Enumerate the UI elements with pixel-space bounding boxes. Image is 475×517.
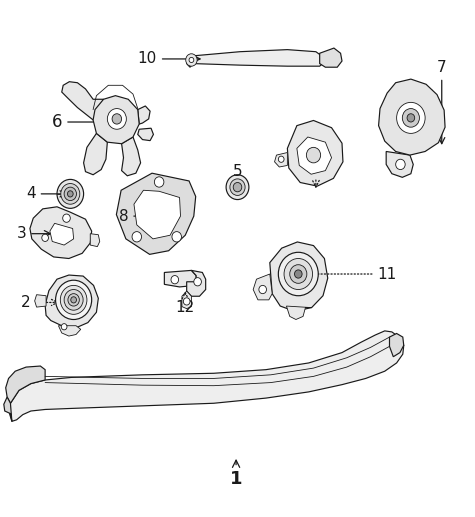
Polygon shape [62,82,104,120]
Circle shape [397,102,425,133]
Circle shape [171,276,179,284]
Text: 7: 7 [437,59,446,144]
Polygon shape [45,275,98,328]
Polygon shape [50,223,74,245]
Circle shape [284,258,313,290]
Circle shape [226,175,249,200]
Circle shape [67,191,73,197]
Text: 5: 5 [233,164,242,193]
Polygon shape [134,190,180,239]
Polygon shape [187,56,193,67]
Polygon shape [286,306,312,320]
Circle shape [61,184,80,204]
Circle shape [230,179,245,195]
Circle shape [402,109,419,127]
Polygon shape [379,79,445,155]
Text: 9: 9 [311,157,321,187]
Circle shape [183,298,190,305]
Circle shape [56,280,92,320]
Polygon shape [297,137,332,174]
Circle shape [233,183,242,192]
Circle shape [63,214,70,222]
Circle shape [60,285,87,314]
Polygon shape [122,137,141,176]
Circle shape [294,270,302,278]
Polygon shape [164,270,196,287]
Circle shape [132,232,142,242]
Circle shape [186,54,197,66]
Circle shape [189,57,194,63]
Circle shape [278,156,284,162]
Circle shape [278,252,318,296]
Circle shape [112,114,122,124]
Polygon shape [93,96,139,144]
Circle shape [68,294,79,306]
Polygon shape [58,326,81,336]
Polygon shape [287,120,343,186]
Circle shape [61,324,67,330]
Polygon shape [270,242,328,311]
Text: 3: 3 [17,226,50,241]
Polygon shape [35,295,46,307]
Polygon shape [193,50,324,66]
Polygon shape [390,333,404,357]
Text: 6: 6 [52,113,103,131]
Polygon shape [182,291,191,309]
Polygon shape [253,274,272,300]
Polygon shape [10,331,404,421]
Polygon shape [4,397,12,421]
Text: 8: 8 [119,208,171,224]
Polygon shape [84,133,107,175]
Text: 12: 12 [176,293,195,315]
Polygon shape [187,270,206,296]
Circle shape [42,234,48,241]
Circle shape [107,109,126,129]
Polygon shape [6,366,45,403]
Text: 4: 4 [26,186,66,202]
Polygon shape [138,128,153,141]
Circle shape [172,232,181,242]
Circle shape [306,147,321,163]
Polygon shape [90,234,100,247]
Circle shape [396,159,405,170]
Circle shape [194,278,201,286]
Text: 1: 1 [230,460,242,488]
Circle shape [64,187,76,201]
Circle shape [57,179,84,208]
Circle shape [259,285,266,294]
Polygon shape [320,48,342,67]
Polygon shape [386,151,413,177]
Polygon shape [138,106,150,124]
Circle shape [290,265,307,283]
Polygon shape [30,207,92,258]
Circle shape [154,177,164,187]
Text: 2: 2 [21,295,57,310]
Text: 11: 11 [308,266,397,282]
Polygon shape [275,153,287,167]
Circle shape [64,290,83,310]
Text: 10: 10 [138,51,200,67]
Circle shape [71,297,76,303]
Circle shape [407,114,415,122]
Polygon shape [116,173,196,254]
